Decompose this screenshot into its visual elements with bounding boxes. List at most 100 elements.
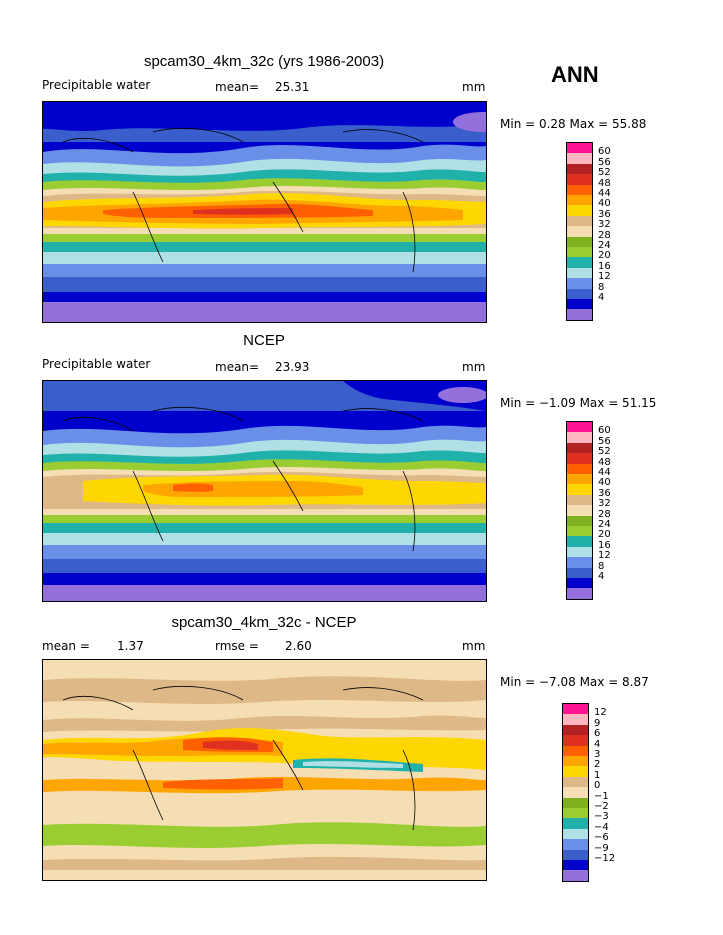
panel1-minmax: Min = 0.28 Max = 55.88 — [500, 117, 647, 131]
colorbar-tick-label: 48 — [598, 456, 611, 468]
panel2-variable-label: Precipitable water — [42, 357, 151, 371]
colorbar-segment — [563, 714, 588, 726]
colorbar-tick-label: 48 — [598, 177, 611, 189]
panel1-mean-label: mean= — [215, 80, 260, 94]
colorbar-segment — [567, 442, 592, 454]
colorbar-tick-label: 3 — [594, 749, 601, 760]
colorbar-segment — [563, 839, 588, 851]
colorbar-segment — [563, 776, 588, 788]
season-label: ANN — [551, 62, 599, 87]
colorbar-tick-label: 0 — [594, 780, 601, 792]
colorbar-tick-label: 12 — [598, 550, 611, 562]
colorbar-tick-label: 2 — [594, 759, 601, 771]
colorbar-tick-label: 1 — [594, 769, 601, 781]
colorbar-tick-label: 24 — [598, 240, 611, 251]
colorbar-tick-label: 44 — [598, 188, 611, 199]
panel1-title: spcam30_4km_32c (yrs 1986-2003) — [143, 53, 385, 70]
panel3-mean-label: mean = — [42, 639, 90, 653]
colorbar-segment — [567, 205, 592, 217]
colorbar-segment — [563, 756, 588, 767]
panel2-map-field — [43, 381, 486, 601]
colorbar-segment — [567, 515, 592, 527]
colorbar-tick-label: 8 — [598, 560, 605, 572]
colorbar-segment — [563, 704, 588, 715]
colorbar-frame — [562, 703, 589, 882]
colorbar-tick-label: 12 — [598, 271, 611, 283]
colorbar-tick-label: 56 — [598, 435, 611, 447]
colorbar-tick-label: 32 — [598, 219, 611, 231]
colorbar-segment — [567, 288, 592, 300]
panel3-rmse-label: rmse = — [215, 639, 259, 653]
colorbar-segment — [567, 278, 592, 290]
panel1-mean-value: 25.31 — [275, 80, 310, 94]
colorbar-segment — [567, 267, 592, 279]
colorbar-segment — [563, 870, 588, 882]
panel3-map — [42, 659, 487, 881]
colorbar-segment — [567, 494, 592, 506]
colorbar-segment — [563, 818, 588, 830]
panel3-title: spcam30_4km_32c - NCEP — [171, 614, 357, 631]
colorbar-segment — [567, 588, 592, 600]
colorbar-tick-label: 52 — [598, 167, 611, 179]
colorbar-tick-label: 16 — [598, 260, 611, 272]
colorbar-segment — [567, 578, 592, 589]
colorbar-segment — [567, 226, 592, 238]
colorbar-tick-label: 60 — [598, 425, 611, 437]
colorbar-tick-label: 24 — [598, 519, 611, 530]
colorbar-tick-label: 20 — [598, 250, 611, 262]
colorbar-segment — [567, 309, 592, 321]
colorbar-tick-label: 56 — [598, 156, 611, 168]
colorbar-tick-label: 9 — [594, 717, 601, 729]
colorbar-segment — [563, 766, 588, 778]
colorbar-segment — [563, 808, 588, 819]
colorbar-tick-label: −2 — [594, 801, 609, 812]
colorbar-frame — [566, 421, 593, 600]
panel2-minmax: Min = −1.09 Max = 51.15 — [500, 396, 657, 410]
panel2-units: mm — [462, 360, 486, 374]
colorbar-tick-label: −6 — [594, 832, 609, 844]
colorbar-segment — [567, 484, 592, 496]
panel1-map — [42, 101, 487, 323]
colorbar-segment — [563, 745, 588, 757]
colorbar-tick-label: −12 — [594, 853, 616, 864]
colorbar-segment — [567, 236, 592, 248]
colorbar-tick-label: 6 — [594, 728, 601, 740]
colorbar-segment — [563, 828, 588, 840]
panel3-map-field — [43, 660, 486, 880]
panel3-rmse-value: 2.60 — [285, 639, 312, 653]
colorbar-tick-label: 60 — [598, 146, 611, 158]
colorbar-tick-label: 36 — [598, 208, 611, 220]
colorbar-segment — [567, 422, 592, 433]
colorbar-tick-label: 8 — [598, 281, 605, 293]
colorbar-segment — [563, 849, 588, 861]
colorbar-tick-label: 16 — [598, 539, 611, 551]
panel1-map-field — [43, 102, 486, 322]
colorbar-segment — [567, 215, 592, 227]
colorbar-tick-label: −1 — [594, 790, 609, 802]
panel1-colorbar: 60 56 52 48 44 40 36 32 28 24 20 16 12 8 4 — [566, 142, 626, 321]
colorbar-segment — [567, 526, 592, 537]
panel3-mean-value: 1.37 — [117, 639, 144, 653]
colorbar-segment — [563, 860, 588, 871]
colorbar-tick-label: 28 — [598, 229, 611, 241]
colorbar-segment — [567, 505, 592, 517]
colorbar-segment — [567, 299, 592, 310]
colorbar-segment — [567, 257, 592, 269]
panel3-colorbar: 12 9 6 4 3 2 1 0 −1 −2 −3 −4 −6 −9 −12 — [562, 703, 622, 882]
colorbar-tick-label: 4 — [598, 571, 605, 582]
colorbar-tick-label: 4 — [594, 738, 601, 750]
colorbar-segment — [567, 536, 592, 548]
colorbar-segment — [567, 557, 592, 569]
colorbar-tick-label: 4 — [598, 292, 605, 303]
colorbar-segment — [567, 474, 592, 485]
colorbar-segment — [567, 546, 592, 558]
colorbar-segment — [567, 247, 592, 258]
colorbar-segment — [567, 153, 592, 165]
colorbar-tick-label: −9 — [594, 842, 609, 854]
colorbar-tick-label: 44 — [598, 467, 611, 478]
panel1-units: mm — [462, 80, 486, 94]
colorbar-tick-label: 40 — [598, 477, 611, 489]
colorbar-tick-label: 12 — [594, 707, 607, 719]
colorbar-segment — [567, 143, 592, 154]
